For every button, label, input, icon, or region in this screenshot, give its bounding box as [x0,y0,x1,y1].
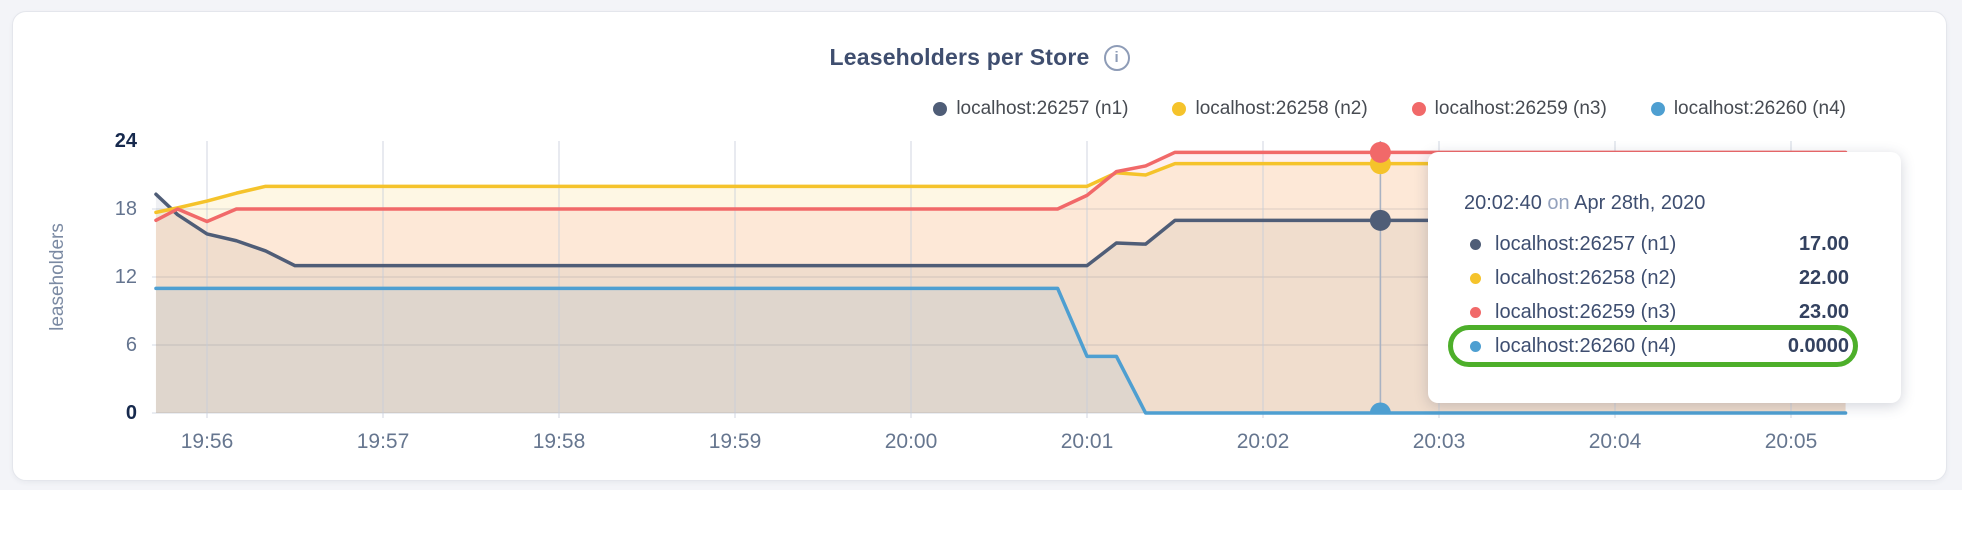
x-tick-label: 19:59 [708,430,762,453]
tooltip-series-dot [1470,306,1481,318]
tooltip-timestamp: 20:02:40 on Apr 28th, 2020 [1464,192,1706,214]
legend-series-label: localhost:26257 (n1) [956,98,1129,119]
y-tick-label: 12 [114,266,137,288]
series-area [155,152,1846,414]
tooltip-series-label: localhost:26257 (n1) [1495,232,1677,255]
chart-title: Leaseholders per Store [829,44,1090,70]
tooltip-series-dot [1470,272,1481,284]
tooltip-row: localhost:26257 (n1) 17.00 [1464,227,1849,261]
x-tick-label: 20:01 [1060,430,1114,453]
series-line [154,161,1848,215]
x-tick-label: 19:57 [356,430,410,453]
x-tick-label: 20:03 [1412,430,1466,453]
y-tick-label: 0 [125,402,137,424]
tooltip-series-value: 22.00 [1798,266,1849,289]
series-area [155,288,1846,413]
series-area [155,194,1846,413]
legend-series-label: localhost:26260 (n4) [1673,98,1846,119]
hover-dot [1369,141,1391,163]
series-line [154,286,1848,415]
tooltip-series-label: localhost:26260 (n4) [1495,334,1677,357]
tooltip-series-value: 0.0000 [1787,334,1849,357]
legend-item[interactable]: localhost:26257 (n1) [933,98,1128,120]
chart-plot-area[interactable] [13,12,1948,482]
series-line [154,150,1848,224]
hover-tooltip: 20:02:40 on Apr 28th, 2020 localhost:262… [1428,152,1901,403]
legend-series-dot [1650,102,1665,116]
legend-series-dot [933,102,948,116]
legend-series-label: localhost:26259 (n3) [1434,98,1607,119]
tooltip-series-value: 23.00 [1798,300,1849,323]
y-tick-label: 6 [125,334,137,356]
tooltip-series-label: localhost:26258 (n2) [1495,266,1677,289]
tooltip-row: localhost:26259 (n3) 23.00 [1464,295,1849,329]
tooltip-series-dot [1470,340,1481,352]
tooltip-row: localhost:26260 (n4) 0.0000 [1448,325,1858,367]
x-tick-label: 19:56 [180,430,234,453]
legend-item[interactable]: localhost:26258 (n2) [1172,98,1368,120]
x-tick-label: 19:58 [532,430,586,453]
legend-series-dot [1172,102,1187,116]
x-tick-label: 20:00 [884,430,938,453]
hover-dot [1369,209,1391,231]
x-tick-label: 20:04 [1588,430,1642,453]
info-icon[interactable]: i [1103,44,1130,71]
tooltip-series-value: 17.00 [1798,232,1849,255]
hover-dot [1369,402,1391,414]
y-tick-label: 24 [114,130,137,152]
legend-series-label: localhost:26258 (n2) [1195,98,1368,119]
chart-legend: localhost:26257 (n1) localhost:26258 (n2)… [933,98,1846,120]
legend-item[interactable]: localhost:26259 (n3) [1411,98,1607,120]
tooltip-row: localhost:26258 (n2) 22.00 [1464,261,1849,295]
chart-header: Leaseholders per Store i [13,44,1946,71]
tooltip-series-label: localhost:26259 (n3) [1495,300,1677,323]
x-tick-label: 20:02 [1236,430,1290,453]
tooltip-series-dot [1470,238,1481,250]
y-tick-label: 18 [114,198,137,220]
legend-item[interactable]: localhost:26260 (n4) [1650,98,1846,120]
series-line [154,192,1848,268]
chart-panel: Leaseholders per Store i localhost:26257… [12,11,1947,481]
legend-series-dot [1411,102,1426,116]
tooltip-rows: localhost:26257 (n1) 17.00 localhost:26258… [1448,227,1858,367]
x-tick-label: 20:05 [1764,430,1818,453]
